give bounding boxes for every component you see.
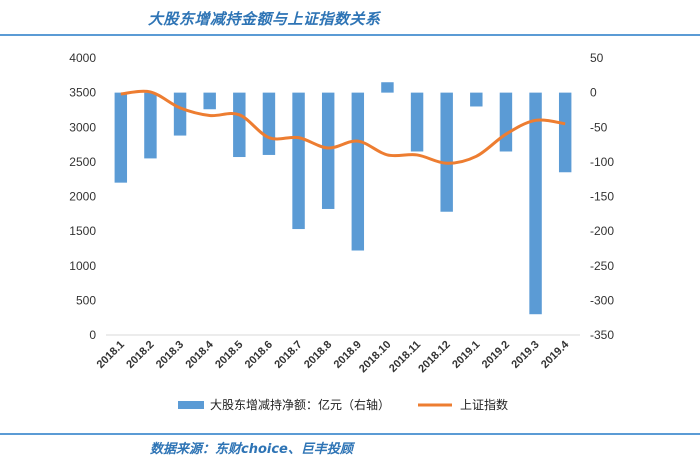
right-tick-label: -350 <box>590 328 614 342</box>
legend: 大股东增减持净额：亿元（右轴） 上证指数 <box>178 397 508 412</box>
x-tick-label: 2019.3 <box>509 339 541 371</box>
x-tick-label: 2018.6 <box>243 339 275 371</box>
left-tick-label: 3500 <box>69 86 96 100</box>
bar <box>410 92 424 152</box>
bar <box>114 92 128 183</box>
x-tick-label: 2018.10 <box>357 339 394 376</box>
bar <box>262 92 276 155</box>
bar <box>173 92 187 136</box>
right-tick-label: -150 <box>590 190 614 204</box>
bar-series <box>114 82 572 315</box>
bottom-divider <box>0 433 700 435</box>
x-tick-label: 2018.1 <box>95 339 127 371</box>
x-tick-label: 2019.2 <box>480 339 512 371</box>
right-tick-label: 50 <box>590 51 604 65</box>
bar <box>381 82 394 93</box>
x-tick-label: 2018.2 <box>124 339 156 371</box>
bar <box>144 92 157 159</box>
left-tick-label: 4000 <box>69 51 96 65</box>
x-tick-label: 2019.4 <box>539 338 572 371</box>
x-tick-label: 2018.4 <box>184 338 217 371</box>
data-source: 数据来源：东财choice、巨丰投顾 <box>150 442 353 457</box>
right-tick-label: -300 <box>590 293 614 307</box>
x-tick-label: 2018.12 <box>416 339 453 376</box>
bar <box>351 92 365 251</box>
legend-line-label: 上证指数 <box>460 397 508 412</box>
bar <box>499 92 513 152</box>
left-tick-label: 1000 <box>69 259 96 273</box>
x-tick-label: 2018.5 <box>213 339 245 371</box>
left-axis: 0 500 1000 1500 2000 2500 3000 3500 4000 <box>69 51 96 342</box>
line-series <box>120 89 566 165</box>
x-tick-label: 2019.1 <box>450 339 482 371</box>
right-tick-label: 0 <box>590 86 597 100</box>
bar <box>233 92 246 158</box>
left-tick-label: 0 <box>89 328 96 342</box>
right-tick-label: -250 <box>590 259 614 273</box>
x-tick-label: 2018.7 <box>272 339 304 371</box>
left-tick-label: 1500 <box>69 224 96 238</box>
chart-title: 大股东增减持金额与上证指数关系 <box>148 10 381 28</box>
bar <box>440 92 453 212</box>
left-tick-label: 2000 <box>69 190 96 204</box>
bar <box>470 92 483 107</box>
right-axis: 50 0 -50 -100 -150 -200 -250 -300 -350 <box>590 51 614 342</box>
right-tick-label: -200 <box>590 224 614 238</box>
right-tick-label: -100 <box>590 155 614 169</box>
bar <box>558 92 572 173</box>
bar <box>321 92 335 209</box>
bar <box>292 92 305 230</box>
left-tick-label: 500 <box>76 293 96 307</box>
left-tick-label: 3000 <box>69 120 96 134</box>
legend-bar-swatch <box>178 401 204 409</box>
x-tick-label: 2018.3 <box>154 339 186 371</box>
index-line <box>120 89 566 165</box>
x-tick-label: 2018.8 <box>302 339 334 371</box>
bar <box>203 92 216 110</box>
x-axis: 2018.12018.22018.32018.42018.52018.62018… <box>95 338 572 375</box>
right-tick-label: -50 <box>590 120 608 134</box>
bar <box>529 92 542 315</box>
top-divider <box>0 34 700 36</box>
legend-bar-label: 大股东增减持净额：亿元（右轴） <box>210 397 390 412</box>
left-tick-label: 2500 <box>69 155 96 169</box>
